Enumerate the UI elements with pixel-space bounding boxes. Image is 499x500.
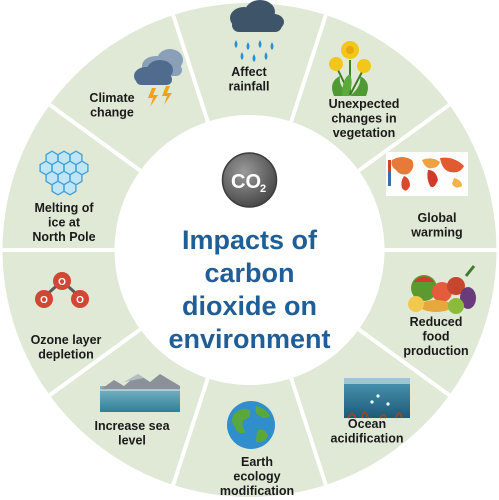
center-title-line-3: dioxide on [182,291,317,321]
center-title-line-2: carbon [204,258,294,288]
ice-hexagon [63,180,77,196]
segment-label-line: Affect [231,65,267,79]
segment-label-line: Unexpected [329,97,400,111]
co2-subscript: 2 [260,183,266,195]
segment-label-line: warming [410,226,462,240]
ozone-molecule-icon: O O O [35,272,89,308]
segment-divider [46,327,142,398]
segment-label-line: ecology [233,470,280,484]
segment-label-line: Ozone layer [31,333,102,347]
segment-label-reduced-food-production: Reduced food production [403,315,468,358]
co2-label: CO [231,171,261,193]
center-title-line-1: Impacts of [182,225,318,255]
segment-label-line: food [422,330,449,344]
inner-circle [114,115,385,385]
dandelion-icon [329,41,371,96]
segment-label-line: level [118,434,146,448]
segment-divider [357,327,453,398]
segment-label-line: depletion [38,348,94,362]
segment-label-line: changes in [331,112,396,126]
food-pile-icon [408,265,476,314]
rain-cloud-icon [230,0,284,62]
segment-label-affect-rainfall: Affect rainfall [229,65,270,94]
segment-label-line: Increase sea [94,419,170,433]
segment-label-ocean-acidification: Ocean acidification [331,417,404,446]
sea-level-icon [100,374,180,412]
segment-label-line: Ocean [348,417,386,431]
ice-hexagon [51,180,65,196]
segment-label-unexpected-changes-in-vegetation: Unexpected changes in vegetation [329,97,400,140]
co2-icon: CO 2 [221,152,278,208]
segment-divider [46,102,142,173]
svg-text:O: O [40,295,48,306]
svg-text:O: O [76,295,84,306]
segment-label-line: ice at [48,216,81,230]
segment-label-climate-change: Climate change [89,91,134,120]
ice-hexagons-icon [39,150,89,196]
segment-label-line: change [90,106,134,120]
segment-label-line: North Pole [32,230,95,244]
segment-dividers [0,12,499,488]
segment-label-ozone-layer-depletion: Ozone layer depletion [31,333,102,362]
segment-label-line: rainfall [229,80,270,94]
segment-label-increase-sea-level: Increase sea level [94,419,170,448]
center-title: Impacts of carbon dioxide on environment [168,225,330,354]
segment-divider [289,12,329,123]
heat-map-icon [386,152,468,196]
segment-label-global-warming: Global warming [410,211,462,240]
segment-label-line: Melting of [34,201,94,215]
segment-label-line: acidification [331,432,404,446]
svg-text:O: O [58,277,66,288]
center-title-line-4: environment [168,324,330,354]
segment-label-line: Climate [89,91,134,105]
segment-divider [357,102,453,173]
storm-cloud-icon [134,49,183,107]
segment-label-line: Earth [241,455,273,469]
segment-divider [170,377,210,488]
segment-label-line: Global [418,211,457,225]
segment-divider [289,377,329,488]
globe-icon [227,401,275,449]
segment-label-line: modification [220,484,294,498]
segment-labels: Affect rainfall Unexpected changes in vegeta… [31,65,469,498]
segment-divider [170,12,210,123]
segment-label-earth-ecology-modification: Earth ecology modification [220,455,294,498]
segment-label-line: Reduced [410,315,463,329]
ocean-tank-icon [344,378,410,419]
segment-label-line: vegetation [333,126,396,140]
segment-label-melting-of-ice-at-north-pole: Melting of ice at North Pole [32,201,95,244]
segment-label-line: production [403,344,468,358]
